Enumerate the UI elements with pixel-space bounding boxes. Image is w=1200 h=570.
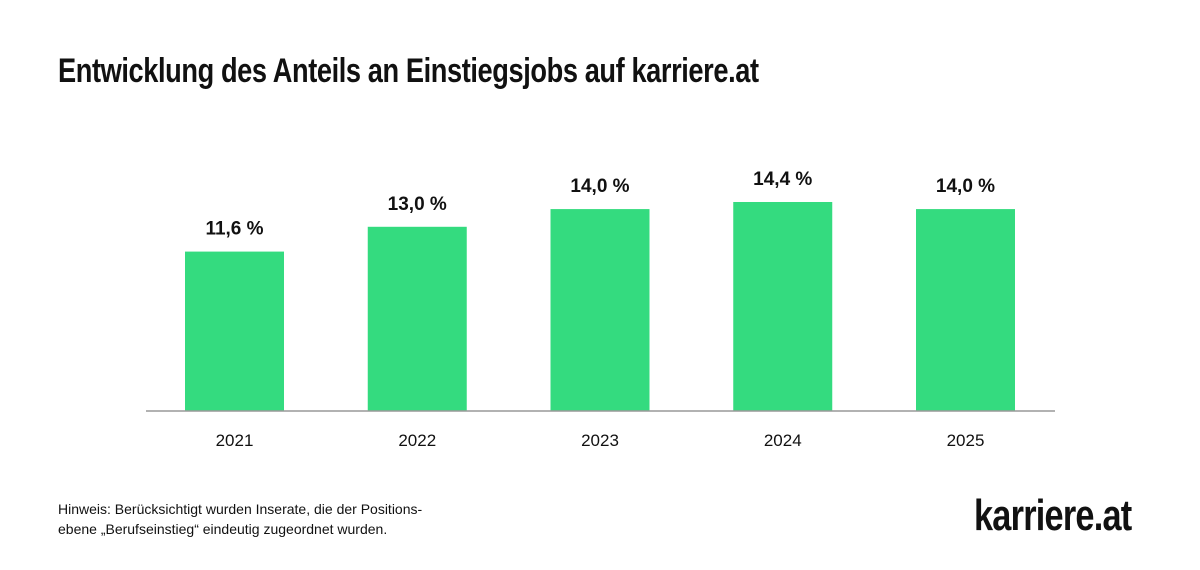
bars-group: 11,6 % 2021 13,0 % 2022 14,0 % 2023 14,4 % 2024… — [185, 169, 1015, 450]
chart-title: Entwicklung des Anteils an Einstiegsjobs… — [58, 52, 759, 90]
bar-2022 — [367, 226, 467, 411]
karriere-logo: karriere.at — [974, 491, 1132, 540]
footnote-line-2: ebene „Berufseinstieg“ eindeutig zugeord… — [58, 521, 388, 537]
data-label-2023: 14,0 % — [570, 176, 629, 197]
x-tick-label-2023: 2023 — [581, 431, 619, 450]
footnote: Hinweis: Berücksichtigt wurden Inserate,… — [58, 499, 422, 539]
data-label-2021: 11,6 % — [205, 219, 263, 240]
x-tick-label-2021: 2021 — [216, 431, 254, 450]
bar-2024 — [733, 201, 833, 411]
x-tick-label-2022: 2022 — [398, 431, 436, 450]
data-label-2025: 14,0 % — [936, 176, 995, 197]
data-label-2024: 14,4 % — [753, 169, 812, 190]
data-label-2022: 13,0 % — [388, 194, 447, 215]
bar-2025 — [916, 209, 1015, 411]
bar-2023 — [550, 209, 650, 411]
x-tick-label-2024: 2024 — [764, 431, 802, 450]
footnote-line-1: Hinweis: Berücksichtigt wurden Inserate,… — [58, 501, 423, 517]
x-tick-label-2025: 2025 — [947, 431, 985, 450]
bar-2021 — [185, 251, 284, 411]
